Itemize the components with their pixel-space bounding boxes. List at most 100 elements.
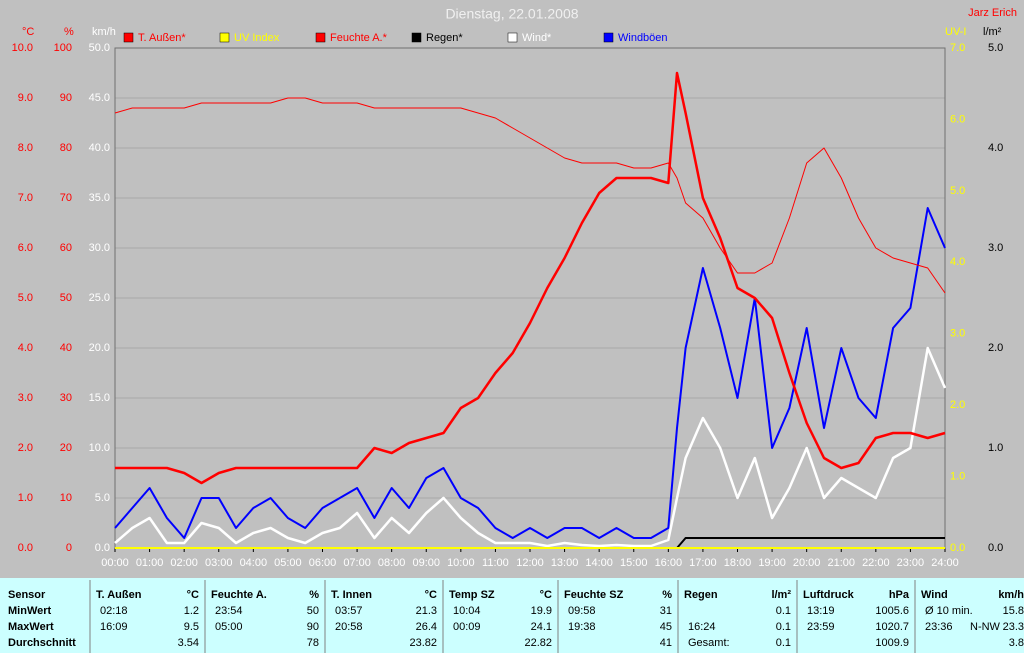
table-corner: Sensor: [8, 589, 46, 601]
legend-label: Feuchte A.*: [330, 32, 388, 44]
legend-label: UV Index: [234, 32, 280, 44]
y-tick-label: 3.0: [988, 242, 1003, 254]
y-tick-label: 90: [60, 92, 72, 104]
x-tick-label: 21:00: [827, 557, 855, 569]
x-tick-label: 17:00: [689, 557, 717, 569]
table-cell: 16:09: [100, 621, 128, 633]
x-tick-label: 15:00: [620, 557, 648, 569]
table-cell: 1005.6: [875, 605, 909, 617]
table-cell: 50: [307, 605, 319, 617]
y-tick-label: 50.0: [89, 42, 110, 54]
y-tick-label: 0.0: [95, 542, 110, 554]
x-tick-label: 23:00: [897, 557, 925, 569]
column-header: Wind: [921, 589, 948, 601]
axis-unit-label: %: [64, 26, 74, 38]
table-cell: 10:04: [453, 605, 481, 617]
series-line: [114, 97, 946, 294]
table-cell: 3.54: [178, 637, 199, 649]
table-cell: 21.3: [416, 605, 437, 617]
axis-unit-label: km/h: [92, 26, 116, 38]
legend-label: Windböen: [618, 32, 668, 44]
table-cell: 23:59: [807, 621, 835, 633]
table-cell: 0.1: [776, 637, 791, 649]
y-tick-label: 9.0: [18, 92, 33, 104]
table-cell: 24.1: [531, 621, 552, 633]
table-cell: 9.5: [184, 621, 199, 633]
y-tick-label: 3.0: [18, 392, 33, 404]
column-unit: km/h: [998, 589, 1024, 601]
y-tick-label: 6.0: [950, 113, 965, 125]
y-tick-label: 35.0: [89, 192, 110, 204]
column-header: Temp SZ: [449, 589, 495, 601]
y-tick-label: 10.0: [12, 42, 33, 54]
column-unit: °C: [540, 589, 552, 601]
table-cell: 23.82: [409, 637, 437, 649]
table-cell: 26.4: [416, 621, 437, 633]
y-tick-label: 2.0: [18, 442, 33, 454]
x-tick-label: 11:00: [482, 557, 509, 569]
table-cell: 1.2: [184, 605, 199, 617]
table-cell: 13:19: [807, 605, 835, 617]
y-tick-label: 25.0: [89, 292, 110, 304]
legend-label: T. Außen*: [138, 32, 186, 44]
table-cell: 90: [307, 621, 319, 633]
table-cell: N-NW: [970, 621, 1001, 633]
y-tick-label: 0.0: [18, 542, 33, 554]
axis-unit-label: °C: [22, 26, 34, 38]
column-unit: °C: [425, 589, 437, 601]
column-unit: °C: [187, 589, 199, 601]
x-tick-label: 18:00: [724, 557, 752, 569]
axis-unit-label: l/m²: [983, 26, 1002, 38]
table-cell: 0.1: [776, 621, 791, 633]
x-tick-label: 20:00: [793, 557, 821, 569]
table-cell: 31: [660, 605, 672, 617]
chart-title: Dienstag, 22.01.2008: [445, 6, 578, 22]
table-cell: 02:18: [100, 605, 128, 617]
legend-swatch: [507, 32, 518, 43]
y-tick-label: 50: [60, 292, 72, 304]
y-tick-label: 40: [60, 342, 72, 354]
y-tick-label: 80: [60, 142, 72, 154]
x-tick-label: 12:00: [516, 557, 544, 569]
y-tick-label: 0.0: [950, 542, 965, 554]
row-label: MaxWert: [8, 621, 54, 633]
y-tick-label: 5.0: [18, 292, 33, 304]
legend-swatch: [123, 32, 134, 43]
table-cell: 19:38: [568, 621, 596, 633]
row-label: MinWert: [8, 605, 52, 617]
background: [0, 0, 1024, 578]
x-tick-label: 03:00: [205, 557, 233, 569]
table-cell: 15.8: [1003, 605, 1024, 617]
y-tick-label: 0.0: [988, 542, 1003, 554]
x-tick-label: 00:00: [101, 557, 129, 569]
table-cell: 09:58: [568, 605, 596, 617]
legend-swatch: [411, 32, 422, 43]
y-tick-label: 15.0: [89, 392, 110, 404]
row-label: Durchschnitt: [8, 637, 76, 649]
y-tick-label: 1.0: [950, 470, 965, 482]
x-tick-label: 16:00: [655, 557, 683, 569]
y-tick-label: 4.0: [988, 142, 1003, 154]
table-cell: 16:24: [688, 621, 716, 633]
column-header: Luftdruck: [803, 589, 855, 601]
y-tick-label: 4.0: [950, 256, 965, 268]
x-tick-label: 19:00: [758, 557, 786, 569]
x-tick-label: 05:00: [274, 557, 302, 569]
y-tick-label: 8.0: [18, 142, 33, 154]
table-cell: 41: [660, 637, 672, 649]
y-tick-label: 6.0: [18, 242, 33, 254]
author: Jarz Erich: [968, 7, 1017, 19]
table-cell: 1020.7: [875, 621, 909, 633]
y-tick-label: 2.0: [950, 399, 965, 411]
y-tick-label: 5.0: [950, 185, 965, 197]
column-unit: %: [309, 589, 319, 601]
column-unit: l/m²: [771, 589, 791, 601]
x-tick-label: 10:00: [447, 557, 475, 569]
y-tick-label: 7.0: [18, 192, 33, 204]
y-tick-label: 4.0: [18, 342, 33, 354]
table-cell: 1009.9: [875, 637, 909, 649]
y-tick-label: 7.0: [950, 42, 965, 54]
x-tick-label: 13:00: [551, 557, 579, 569]
y-tick-label: 5.0: [988, 42, 1003, 54]
